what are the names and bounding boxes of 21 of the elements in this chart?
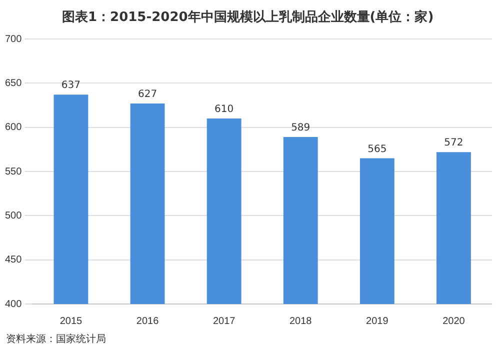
- data-label: 610: [214, 104, 234, 116]
- x-tick-label: 2018: [289, 316, 312, 327]
- y-tick-label: 700: [4, 34, 22, 45]
- x-tick-label: 2015: [60, 316, 83, 327]
- x-tick-label: 2020: [442, 316, 466, 327]
- y-tick-label: 500: [4, 210, 22, 222]
- data-label: 627: [138, 89, 158, 100]
- x-tick-label: 2016: [136, 316, 160, 327]
- x-tick-label: 2017: [212, 316, 236, 327]
- data-label: 637: [61, 80, 81, 92]
- x-tick-label: 2019: [366, 316, 389, 327]
- text: 资料来源：国家统计局: [6, 332, 106, 346]
- data-label: 589: [291, 122, 310, 134]
- y-tick-label: 650: [4, 78, 22, 89]
- y-tick-label: 550: [4, 166, 22, 178]
- data-label: 572: [444, 138, 464, 149]
- chart-title: 图表1：2015-2020年中国规模以上乳制品企业数量(单位：家): [62, 8, 434, 26]
- y-tick-label: 400: [4, 298, 22, 310]
- data-label: 565: [368, 144, 387, 155]
- y-tick-label: 450: [4, 254, 22, 266]
- y-tick-label: 600: [4, 122, 22, 134]
